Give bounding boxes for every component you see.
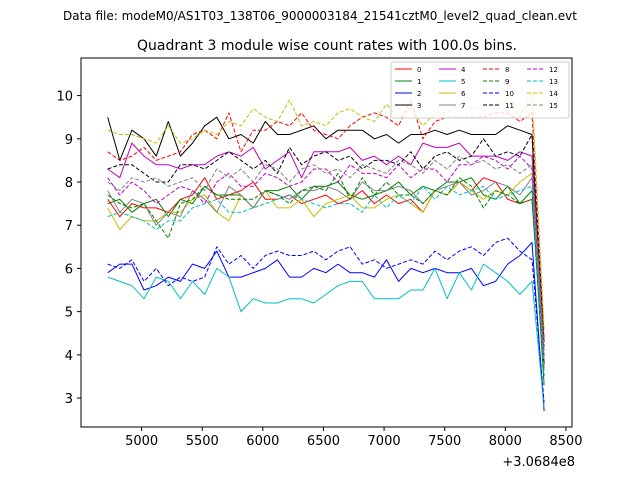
plot-frame	[80, 57, 573, 428]
legend-label-6: 6	[461, 90, 466, 98]
x-tick-label: 8500	[549, 434, 582, 449]
y-tick-label: 10	[56, 90, 73, 105]
legend-label-7: 7	[461, 102, 465, 110]
legend-label-4: 4	[461, 66, 466, 74]
legend-label-8: 8	[505, 66, 509, 74]
legend-label-13: 13	[549, 78, 558, 86]
y-tick-label: 3	[65, 392, 73, 407]
chart-title: Quadrant 3 module wise count rates with …	[137, 38, 517, 54]
x-tick-label: 5500	[186, 434, 219, 449]
legend-label-15: 15	[549, 102, 558, 110]
legend-label-9: 9	[505, 78, 509, 86]
series-line-2	[107, 242, 545, 412]
legend-label-1: 1	[417, 78, 421, 86]
series-line-3	[107, 116, 545, 364]
legend-label-5: 5	[461, 78, 465, 86]
series-line-15	[107, 155, 545, 351]
series-line-13	[107, 185, 545, 373]
series-line-7	[107, 177, 545, 360]
legend-label-0: 0	[417, 66, 421, 74]
x-offset-label: +3.0684e8	[502, 455, 575, 470]
legend-label-12: 12	[549, 66, 558, 74]
y-tick-label: 4	[65, 349, 73, 364]
legend-box	[390, 61, 570, 119]
legend-label-11: 11	[505, 102, 514, 110]
legend-label-14: 14	[549, 90, 558, 98]
series-line-5	[107, 263, 545, 407]
y-tick-label: 5	[65, 306, 73, 321]
legend-label-2: 2	[417, 90, 421, 98]
series-line-11	[107, 134, 545, 347]
y-tick-label: 7	[65, 219, 73, 234]
plot-area	[81, 58, 572, 427]
x-tick-label: 7500	[428, 434, 461, 449]
x-tick-label: 6000	[246, 434, 279, 449]
x-axis: 5000 5500 6000 6500 7000 7500 8000 8500	[125, 427, 582, 449]
y-axis: 3 4 5 6 7 8 9 10	[56, 90, 81, 407]
series-line-9	[107, 172, 545, 377]
y-tick-label: 9	[65, 133, 73, 148]
y-tick-label: 6	[65, 262, 73, 277]
suptitle: Data file: modeM0/AS1T03_138T06_90000031…	[63, 9, 577, 23]
legend-label-3: 3	[417, 102, 421, 110]
x-tick-label: 5000	[125, 434, 158, 449]
series-line-10	[107, 237, 545, 403]
x-tick-label: 6500	[307, 434, 340, 449]
legend-label-10: 10	[505, 90, 514, 98]
x-tick-label: 8000	[489, 434, 522, 449]
y-tick-label: 8	[65, 176, 73, 191]
x-tick-label: 7000	[368, 434, 401, 449]
